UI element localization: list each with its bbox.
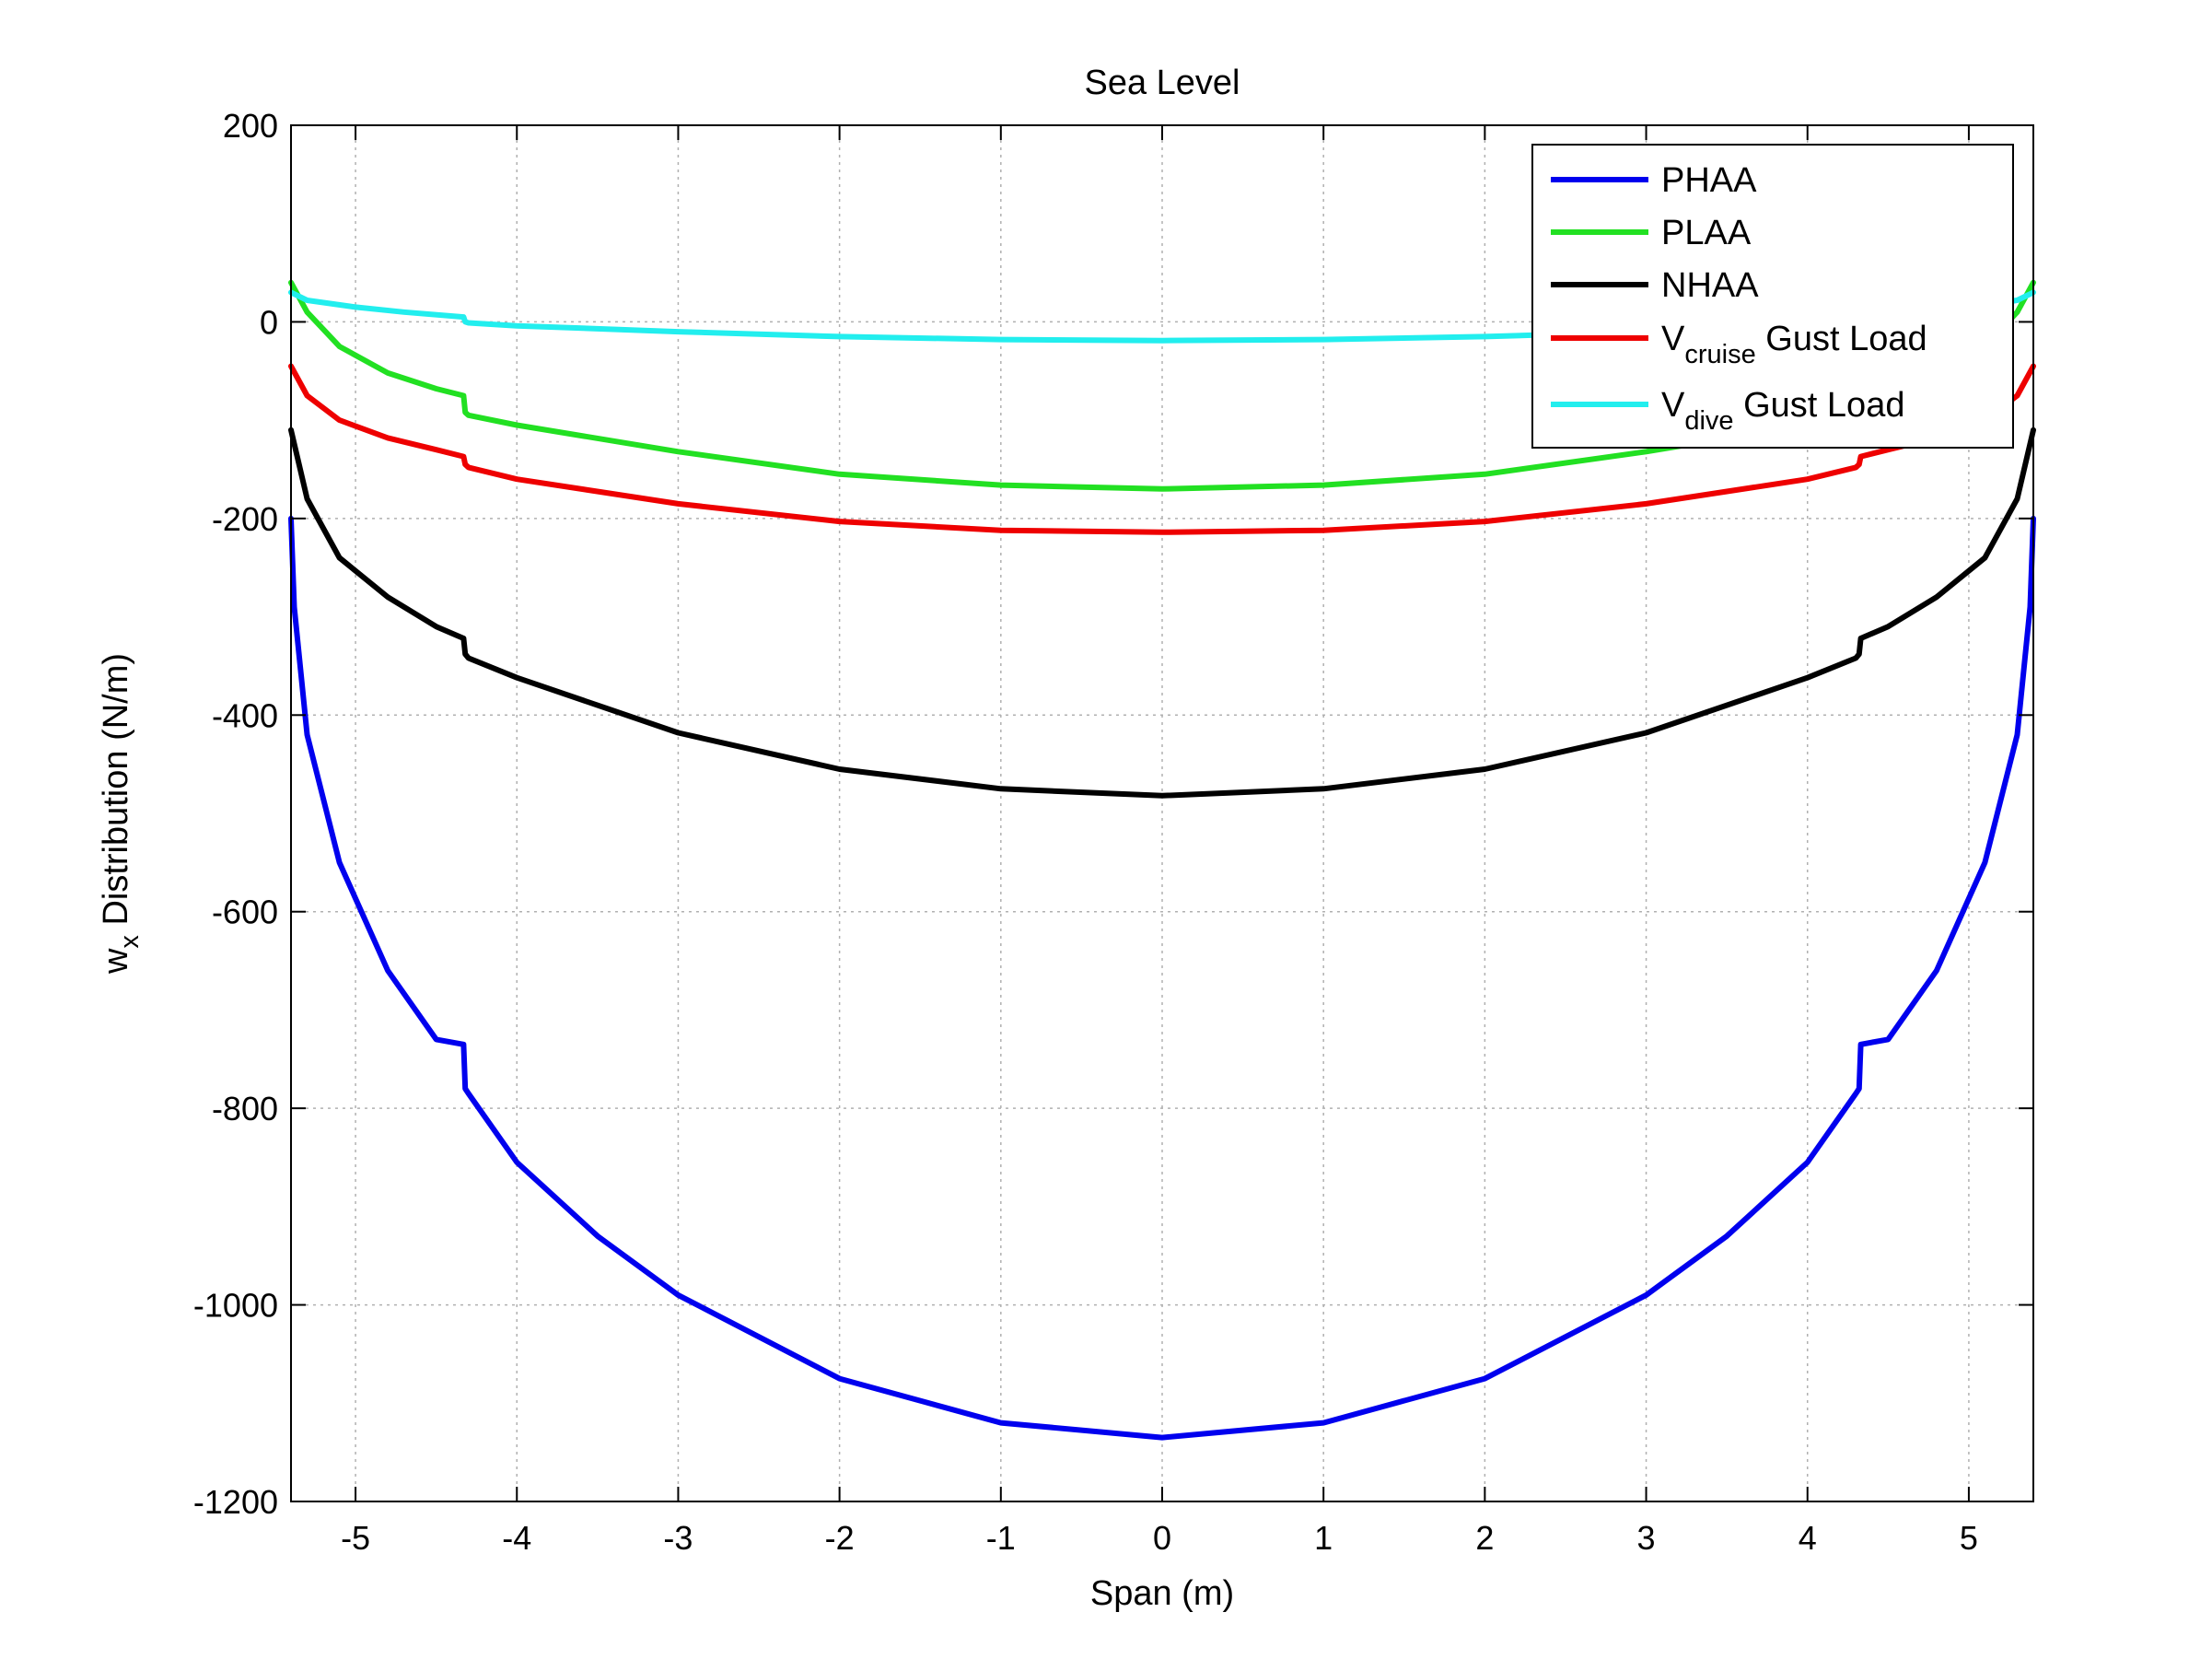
legend-entry-subscript-3: cruise (1684, 340, 1755, 369)
x-tick-label-8: 3 (1637, 1519, 1656, 1557)
series-line-3 (288, 363, 2036, 535)
y-axis-label-rest: Distribution (N/m) (97, 653, 135, 935)
axis-ticks (291, 124, 2033, 1502)
y-tick-label-2: -200 (212, 500, 278, 538)
y-tick-label-5: -800 (212, 1090, 278, 1127)
grid (291, 124, 2033, 1502)
x-tick-label-5: 0 (1153, 1519, 1171, 1557)
y-axis-label-main: w (97, 948, 135, 975)
legend-box (1531, 144, 2014, 449)
x-tick-label-1: -4 (502, 1519, 531, 1557)
x-tick-label-9: 4 (1799, 1519, 1817, 1557)
x-tick-label-10: 5 (1960, 1519, 1978, 1557)
legend-entry-3: Vcruise Gust Load (1661, 320, 1927, 369)
series-line-2 (288, 426, 2036, 799)
legend-entry-subscript-4: dive (1684, 406, 1733, 436)
legend-entry-1: PLAA (1661, 214, 1752, 252)
x-tick-labels: -5 -4 -3 -2 -1 0 1 2 3 4 5 (341, 1519, 1978, 1557)
chart-title: Sea Level (1084, 64, 1240, 102)
x-tick-label-7: 2 (1475, 1519, 1494, 1557)
y-tick-label-7: -1200 (193, 1483, 278, 1521)
y-axis-label-subscript: x (115, 935, 145, 949)
y-tick-label-1: 0 (260, 303, 278, 341)
legend-entry-4: Vdive Gust Load (1661, 386, 1904, 436)
x-axis-label: Span (m) (1090, 1574, 1234, 1613)
y-axis-label: wx Distribution (N/m) (97, 653, 145, 975)
legend-entry-2: NHAA (1661, 266, 1759, 305)
y-tick-label-6: -1000 (193, 1287, 278, 1325)
y-tick-label-4: -600 (212, 894, 278, 931)
y-tick-label-3: -400 (212, 696, 278, 734)
legend-entry-rest-3: Gust Load (1756, 320, 1927, 358)
legend-entry-main-0: PHAA (1661, 161, 1757, 200)
y-tick-labels: 200 0 -200 -400 -600 -800 -1000 -1200 (193, 107, 278, 1521)
series-line-0 (288, 515, 2036, 1441)
x-tick-label-2: -3 (663, 1519, 693, 1557)
legend-entry-rest-4: Gust Load (1734, 386, 1905, 425)
legend-entry-0: PHAA (1661, 161, 1757, 200)
y-tick-label-0: 200 (223, 107, 278, 145)
x-tick-label-0: -5 (341, 1519, 370, 1557)
x-tick-label-4: -1 (986, 1519, 1016, 1557)
x-tick-label-6: 1 (1314, 1519, 1333, 1557)
legend-entry-main-2: NHAA (1661, 266, 1759, 305)
legend-entry-main-3: V (1661, 320, 1685, 358)
x-tick-label-3: -2 (825, 1519, 855, 1557)
legend-entry-main-4: V (1661, 386, 1685, 425)
legend-entry-main-1: PLAA (1661, 214, 1752, 252)
